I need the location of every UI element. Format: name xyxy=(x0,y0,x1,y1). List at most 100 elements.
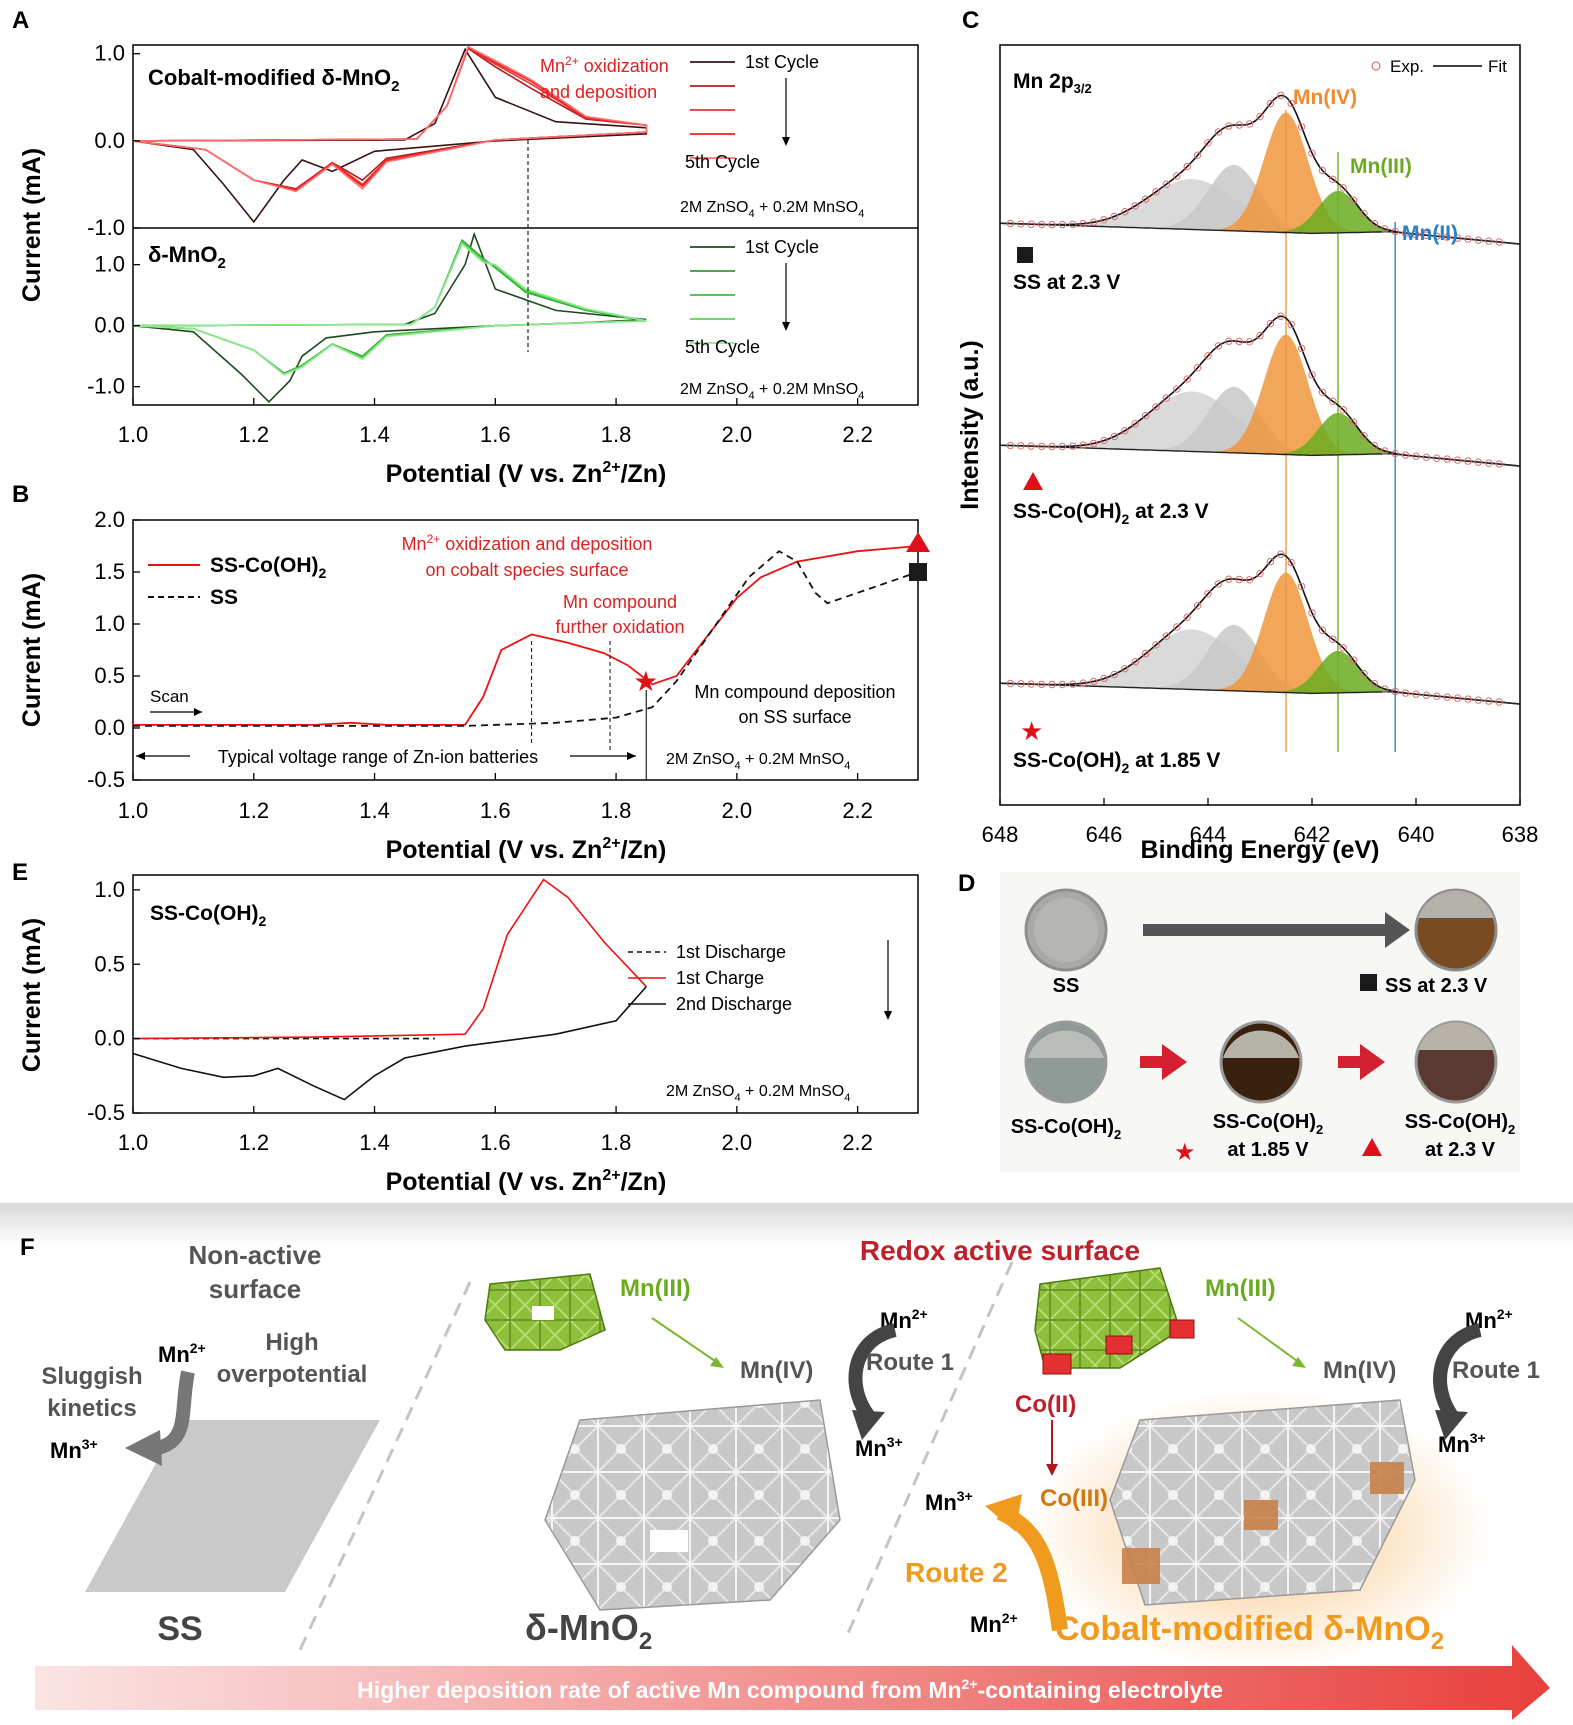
panel-b-series-2 xyxy=(133,550,919,727)
panel-c-exp-point xyxy=(1318,388,1327,396)
panel-b-x-tick-label: 1.6 xyxy=(480,798,511,823)
panel-c-exp-point xyxy=(1297,344,1306,353)
panel-c-exp-point xyxy=(1069,680,1077,688)
panel-c-exp-point xyxy=(1360,432,1368,440)
panel-c-exp-point xyxy=(1048,220,1056,229)
panel-c-exp-point xyxy=(1183,613,1191,621)
panel-c-exp-point xyxy=(1433,692,1441,700)
panel-c-exp-point xyxy=(1110,212,1119,221)
panel-c-exp-point xyxy=(1277,312,1285,320)
panel-c-legend-fit: Fit xyxy=(1488,57,1507,76)
panel-a-top-y-tick-label: 1.0 xyxy=(94,41,125,66)
panel-c-peak xyxy=(1000,572,1520,704)
panel-b-y-tick-label: 1.0 xyxy=(94,611,125,636)
panel-c-exp-point xyxy=(1360,670,1368,678)
panel-c-exp-point xyxy=(1006,441,1015,450)
panel-a-ylabel: Current (mA) xyxy=(18,148,46,302)
panel-c-exp-point xyxy=(1173,385,1181,393)
panel-c-exp-point xyxy=(1245,338,1254,346)
panel-c-axes: 648 646 644 642 640 638 xyxy=(982,798,1539,847)
panel-e-x-tick-label: 1.4 xyxy=(359,1130,390,1155)
panel-e-y-tick-label: 0.5 xyxy=(94,951,125,976)
panel-e-x-tick-label: 1.6 xyxy=(480,1130,511,1155)
panel-c-exp-point xyxy=(1173,623,1181,631)
panel-c-exp-point xyxy=(1193,364,1202,372)
panel-c-label-3: SS-Co(OH)2 at 1.85 V xyxy=(1013,749,1220,776)
panel-letter-c: C xyxy=(962,7,979,34)
panel-c-exp-point xyxy=(1079,219,1087,228)
panel-c-exp-point xyxy=(1381,447,1389,455)
panel-c-exp-point xyxy=(1141,649,1150,658)
panel-c-label-1: SS at 2.3 V xyxy=(1013,271,1120,294)
panel-c-exp-point xyxy=(1006,219,1015,228)
panel-c-label-2: SS-Co(OH)2 at 2.3 V xyxy=(1013,500,1209,527)
panel-c-exp-point xyxy=(1370,442,1379,450)
panel-b-axes: 2.0 1.5 1.0 0.5 0.0 -0.5 1.0 1.2 1.4 1.6 1.8 2.0 2.2 xyxy=(87,507,873,823)
panel-e-series-3 xyxy=(132,986,647,1101)
panel-d-label-ss: SS xyxy=(1053,975,1080,997)
panel-f-co-ii: Co(II) xyxy=(1015,1391,1076,1418)
panel-e-x-tick-label: 2.0 xyxy=(722,1130,753,1155)
panel-c-exp-point xyxy=(1006,679,1015,688)
panel-c-exp-point xyxy=(1412,230,1420,238)
panel-c-exp-point xyxy=(1339,644,1347,652)
panel-c-exp-point xyxy=(1370,220,1379,228)
panel-c-exp-point xyxy=(1110,432,1119,441)
panel-f-co-iii: Co(III) xyxy=(1040,1485,1108,1512)
panel-c-exp-point xyxy=(1422,453,1431,461)
panel-c-exp-point xyxy=(1318,626,1327,634)
panel-c-exp-point xyxy=(1256,112,1264,121)
panel-c-exp-point xyxy=(1453,234,1462,242)
panel-e-y-tick-label: 0.0 xyxy=(94,1026,125,1051)
panel-c-exp-point xyxy=(1339,184,1347,192)
panel-a-top-series-1 xyxy=(132,47,648,224)
panel-a-legend: 1st Cycle 5th Cycle 1st Cycle 5th Cycle xyxy=(685,52,819,357)
panel-e-title: SS-Co(OH)2 xyxy=(150,902,267,929)
panel-a-x-tick-label: 1.6 xyxy=(480,422,511,447)
panel-c-exp-point xyxy=(1349,418,1358,426)
panel-c-exp-point xyxy=(1401,451,1410,459)
panel-e-x-tick-label: 1.8 xyxy=(601,1130,632,1155)
panel-b-y-tick-label: 0.5 xyxy=(94,663,125,688)
panel-c-exp-point xyxy=(1391,227,1399,236)
panel-c-ylabel: Intensity (a.u.) xyxy=(956,340,984,509)
panel-c-exp-point xyxy=(1453,456,1462,464)
panel-a-top-plot: 1.0 0.0 -1.0 xyxy=(87,41,648,240)
panel-c-exp-point xyxy=(1464,457,1472,465)
panel-c-x-tick-label: 644 xyxy=(1190,822,1227,847)
panel-a-top-title: Cobalt-modified δ-MnO2 xyxy=(148,65,399,95)
panel-e: E SS-Co(OH)2 1st Discharge 1st Charge 2n… xyxy=(12,859,919,1196)
panel-c-peak xyxy=(1000,334,1520,466)
panel-a-annotation: Mn2+ oxidization and deposition xyxy=(540,54,669,102)
panel-c-exp-point xyxy=(1433,232,1441,240)
panel-a-top-y-tick-label: -1.0 xyxy=(87,215,125,240)
panel-d-red-arrow-2 xyxy=(1338,1044,1385,1080)
panel-f-route1-1: Route 1 xyxy=(866,1349,954,1376)
panel-f-cobalt-label: Cobalt-modified δ-MnO2 xyxy=(1055,1610,1444,1655)
panel-b-frame xyxy=(132,519,919,781)
panel-c-exp-point xyxy=(1391,449,1399,458)
panel-b-x-tick-label: 1.2 xyxy=(238,798,269,823)
panel-c-x-tick-label: 638 xyxy=(1502,822,1539,847)
panel-c-exp-point xyxy=(1017,680,1025,688)
panel-c-exp-point xyxy=(1412,452,1420,460)
panel-e-ylabel: Current (mA) xyxy=(18,918,46,1072)
panel-c-exp-point xyxy=(1381,225,1389,233)
coin-ss-co-1-85v xyxy=(1219,1020,1303,1104)
square-marker-b xyxy=(909,563,927,581)
panel-c: C Mn 2p3/2 Exp. Fit Mn(IV) Mn(III) Mn(II… xyxy=(956,7,1538,864)
panel-c-exp-point xyxy=(1089,218,1098,226)
panel-c-exp-point xyxy=(1297,123,1306,131)
panel-c-exp-point xyxy=(1266,557,1275,566)
panel-a-bottom-y-tick-label: 1.0 xyxy=(94,252,125,277)
star-marker-c: ★ xyxy=(1020,716,1043,746)
panel-c-exp-point xyxy=(1162,180,1171,188)
triangle-marker-b xyxy=(906,532,930,552)
panel-e-xlabel: Potential (V vs. Zn2+/Zn) xyxy=(386,1167,667,1196)
panel-a-x-tick-label: 1.2 xyxy=(238,422,269,447)
panel-c-exp-point xyxy=(1245,576,1254,584)
panel-c-exp-point xyxy=(1422,231,1431,239)
panel-b-scan: Scan xyxy=(150,687,189,706)
panel-c-exp-point xyxy=(1048,442,1056,451)
panel-c-exp-point xyxy=(1069,442,1077,450)
